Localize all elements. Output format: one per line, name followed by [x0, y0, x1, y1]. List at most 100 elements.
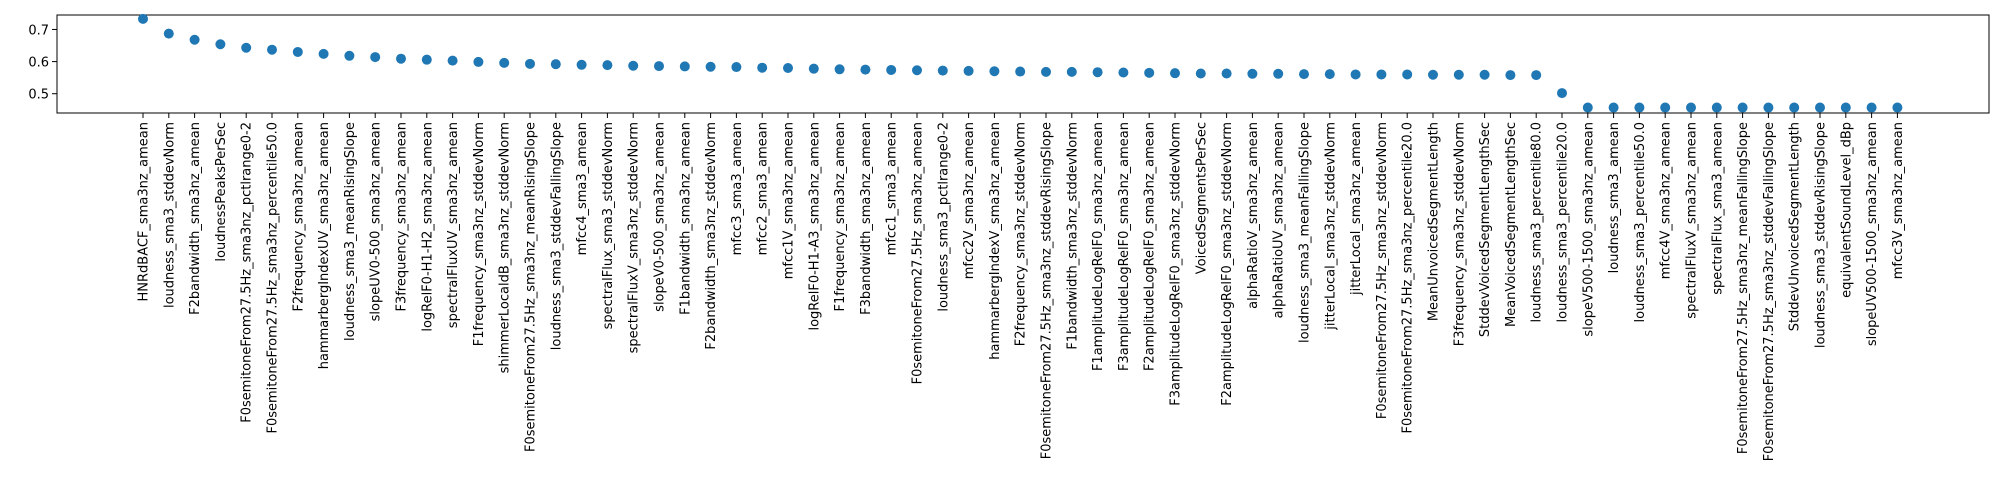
x-tick-label: loudness_sma3_amean: [1607, 122, 1622, 273]
data-points: [138, 13, 1903, 113]
data-point: [1660, 102, 1671, 113]
data-point: [1066, 66, 1077, 77]
data-point: [1376, 69, 1387, 80]
data-point: [1866, 102, 1877, 113]
x-tick-label: loudness_sma3_stddevNorm: [162, 122, 177, 308]
data-point: [1350, 69, 1361, 80]
data-point: [1557, 88, 1567, 99]
x-tick-label: slopeV500-1500_sma3nz_amean: [1581, 122, 1596, 337]
data-point: [138, 13, 148, 24]
x-tick-label: mfcc4_sma3_amean: [575, 122, 590, 255]
data-point: [1092, 67, 1103, 78]
data-point: [1479, 69, 1490, 80]
data-point: [1582, 102, 1593, 113]
data-point: [912, 65, 922, 76]
data-point: [1505, 70, 1516, 81]
x-tick-label: jitterLocal_sma3nz_amean: [1349, 122, 1364, 296]
x-tick-label: hammarbergIndexV_sma3nz_amean: [988, 122, 1003, 360]
x-tick-label: MeanVoicedSegmentLengthSec: [1504, 122, 1519, 327]
data-point: [757, 62, 768, 73]
x-tick-label: mfcc1V_sma3nz_amean: [782, 122, 797, 279]
data-point: [396, 53, 406, 64]
x-tick-label: F0semitoneFrom27.5Hz_sma3nz_meanFallingS…: [1736, 122, 1751, 454]
data-point: [1634, 102, 1645, 113]
x-tick-label: spectralFluxV_sma3nz_amean: [1685, 122, 1700, 319]
data-point: [447, 55, 458, 66]
x-tick-label: F0semitoneFrom27.5Hz_sma3nz_amean: [911, 122, 926, 384]
data-point: [163, 28, 174, 39]
x-tick-label: alphaRatioUV_sma3nz_amean: [1272, 122, 1287, 318]
x-tick-label: mfcc3_sma3_amean: [730, 122, 745, 255]
y-tick-label: 0.5: [28, 88, 49, 103]
data-point: [1144, 67, 1155, 78]
data-point: [860, 64, 871, 75]
data-point: [963, 65, 974, 76]
data-point: [705, 61, 716, 72]
data-point: [1402, 69, 1413, 80]
data-point: [1273, 68, 1284, 79]
x-tick-label: F2frequency_sma3nz_amean: [291, 122, 306, 312]
data-point: [241, 42, 252, 53]
data-point: [808, 63, 819, 74]
x-tick-label: spectralFlux_sma3_stddevNorm: [601, 122, 616, 329]
data-point: [1815, 102, 1825, 113]
data-point: [783, 63, 793, 74]
data-point: [318, 48, 329, 59]
data-point: [499, 57, 510, 68]
x-tick-label: F2amplitudeLogRelF0_sma3nz_amean: [1143, 122, 1158, 371]
data-point: [886, 64, 897, 75]
x-tick-label: logRelF0-H1-H2_sma3nz_amean: [420, 122, 435, 332]
data-point: [370, 52, 381, 63]
data-point: [525, 58, 535, 69]
data-point: [1221, 68, 1232, 79]
data-point: [654, 61, 664, 72]
x-tick-label: spectralFlux_sma3_amean: [1710, 122, 1725, 295]
x-tick-label: StddevVoicedSegmentLengthSec: [1478, 122, 1493, 337]
x-tick-label: VoicedSegmentsPerSec: [1194, 122, 1209, 274]
x-tick-label: F0semitoneFrom27.5Hz_sma3nz_percentile20…: [1401, 122, 1416, 434]
x-tick-label: spectralFluxUV_sma3nz_amean: [446, 122, 461, 328]
x-tick-label: StddevUnvoicedSegmentLength: [1788, 122, 1803, 331]
x-tick-label: loudness_sma3_percentile50.0: [1633, 122, 1648, 322]
data-point: [1531, 70, 1542, 81]
x-tick-label: loudness_sma3_pctlrange0-2: [936, 122, 951, 312]
x-tick-label: F0semitoneFrom27.5Hz_sma3nz_stddevFallin…: [1762, 122, 1777, 461]
x-tick-label: jitterLocal_sma3nz_stddevNorm: [1323, 122, 1338, 331]
x-tick-label: F0semitoneFrom27.5Hz_sma3nz_pctlrange0-2: [240, 122, 255, 423]
x-tick-label: mfcc3V_sma3nz_amean: [1891, 122, 1906, 279]
x-tick-label: F1bandwidth_sma3nz_amean: [678, 122, 693, 315]
x-tick-label: F0semitoneFrom27.5Hz_sma3nz_stddevNorm: [1375, 122, 1390, 419]
x-tick-label: HNRdBACF_sma3nz_amean: [137, 122, 152, 302]
data-point: [1686, 102, 1696, 113]
data-point: [344, 50, 355, 61]
x-tick-label: F3bandwidth_sma3nz_amean: [859, 122, 874, 315]
x-tick-label: F2amplitudeLogRelF0_sma3nz_stddevNorm: [1220, 122, 1235, 406]
data-point: [550, 59, 561, 70]
plot-area: [56, 14, 1990, 114]
data-point: [1737, 102, 1748, 113]
data-point: [1324, 69, 1335, 80]
x-tick-label: mfcc2V_sma3nz_amean: [962, 122, 977, 279]
data-point: [1428, 69, 1438, 80]
y-tick-label: 0.6: [28, 56, 49, 71]
x-tick-label: alphaRatioV_sma3nz_amean: [1246, 122, 1261, 309]
x-tick-label: F3amplitudeLogRelF0_sma3nz_amean: [1117, 122, 1132, 371]
x-tick-label: mfcc2_sma3_amean: [756, 122, 771, 255]
data-point: [1789, 102, 1800, 113]
y-tick-label: 0.7: [28, 23, 49, 38]
data-point: [1247, 68, 1258, 79]
data-point: [473, 56, 484, 67]
x-tick-label: F1frequency_sma3nz_stddevNorm: [472, 122, 487, 346]
x-tick-label: F0semitoneFrom27.5Hz_sma3nz_percentile50…: [266, 122, 281, 434]
x-tick-label: loudness_sma3_percentile80.0: [1530, 122, 1545, 322]
x-tick-label: F3frequency_sma3nz_amean: [395, 122, 410, 312]
x-tick-label: loudness_sma3_stddevFallingSlope: [549, 122, 564, 350]
x-tick-label: F2bandwidth_sma3nz_stddevNorm: [704, 122, 719, 350]
x-tick-label: mfcc4V_sma3nz_amean: [1659, 122, 1674, 279]
data-point: [292, 46, 303, 57]
data-point: [628, 60, 639, 71]
x-tick-label: F0semitoneFrom27.5Hz_sma3nz_stddevRising…: [1040, 122, 1055, 459]
data-point: [1763, 102, 1774, 113]
data-point: [679, 61, 690, 72]
